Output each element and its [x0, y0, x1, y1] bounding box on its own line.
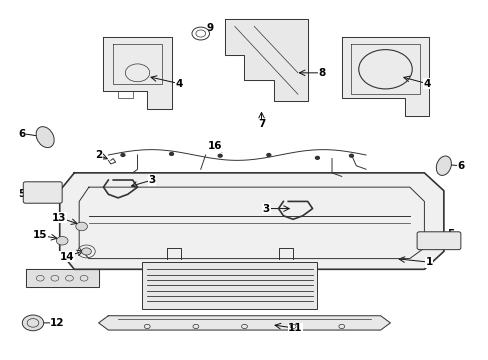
Text: 6: 6: [18, 129, 25, 139]
Circle shape: [349, 154, 353, 157]
Ellipse shape: [36, 127, 54, 148]
Text: 4: 4: [422, 78, 429, 89]
Circle shape: [22, 315, 43, 331]
Ellipse shape: [435, 156, 450, 175]
Text: 15: 15: [33, 230, 47, 240]
Polygon shape: [60, 173, 443, 269]
Text: 4: 4: [175, 78, 182, 89]
Polygon shape: [224, 19, 307, 102]
Text: 3: 3: [262, 203, 269, 213]
Text: 9: 9: [206, 23, 214, 33]
Text: 1: 1: [425, 257, 432, 267]
Polygon shape: [341, 37, 428, 116]
Circle shape: [81, 248, 91, 255]
Text: 3: 3: [148, 175, 155, 185]
Circle shape: [56, 237, 68, 245]
Text: 2: 2: [95, 150, 102, 160]
Polygon shape: [26, 269, 99, 287]
Polygon shape: [103, 37, 171, 109]
Polygon shape: [142, 262, 317, 309]
Circle shape: [169, 153, 173, 156]
Text: 5: 5: [447, 229, 454, 239]
Circle shape: [76, 222, 87, 231]
Text: 7: 7: [257, 119, 264, 129]
Text: 12: 12: [50, 318, 64, 328]
Circle shape: [315, 157, 319, 159]
Text: 11: 11: [288, 323, 302, 333]
Polygon shape: [99, 316, 389, 330]
Text: 13: 13: [51, 212, 66, 222]
Text: 14: 14: [60, 252, 74, 262]
FancyBboxPatch shape: [23, 182, 62, 203]
Circle shape: [121, 154, 124, 157]
Text: 16: 16: [208, 141, 222, 151]
FancyBboxPatch shape: [416, 232, 460, 249]
Text: 5: 5: [19, 189, 26, 199]
Text: 8: 8: [318, 68, 325, 78]
Circle shape: [266, 154, 270, 157]
Text: 10: 10: [222, 286, 237, 296]
Circle shape: [218, 154, 222, 157]
Text: 6: 6: [456, 161, 464, 171]
